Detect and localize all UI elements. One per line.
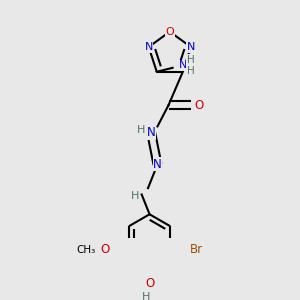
Text: O: O — [194, 98, 203, 112]
Text: Br: Br — [190, 243, 203, 256]
Text: N: N — [153, 158, 162, 171]
Text: N: N — [147, 126, 155, 139]
Text: H: H — [131, 191, 140, 201]
Text: O: O — [100, 243, 110, 256]
Text: H: H — [187, 66, 195, 76]
Text: O: O — [145, 278, 154, 290]
Text: N: N — [187, 42, 195, 52]
Text: H: H — [187, 55, 195, 65]
Text: O: O — [165, 27, 174, 37]
Text: H: H — [141, 292, 150, 300]
Text: N: N — [145, 42, 153, 52]
Text: CH₃: CH₃ — [76, 245, 96, 255]
Text: H: H — [137, 125, 145, 135]
Text: N: N — [179, 60, 187, 70]
